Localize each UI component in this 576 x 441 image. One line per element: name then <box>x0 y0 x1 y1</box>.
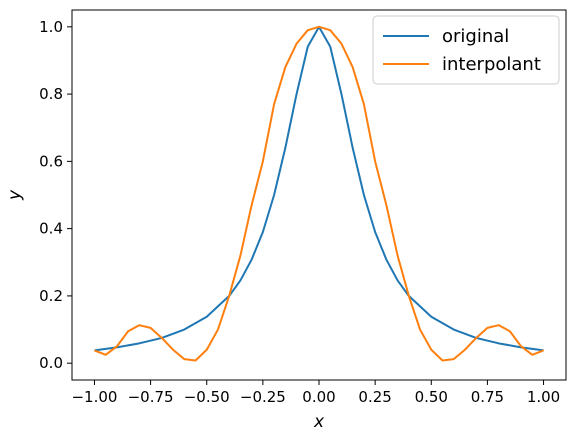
y-tick-label: 0.0 <box>39 354 63 372</box>
legend-box <box>372 15 560 85</box>
y-tick-label: 0.8 <box>39 85 63 103</box>
y-tick-label: 0.6 <box>39 152 63 170</box>
plot-area <box>94 25 544 362</box>
x-tick-label: −0.50 <box>184 388 230 406</box>
x-tick-label: 0.00 <box>302 388 335 406</box>
x-tick-label: −0.75 <box>128 388 174 406</box>
x-axis: −1.00 −0.75 −0.50 −0.25 0.00 0.25 0.50 0.75 1.00 <box>71 380 560 406</box>
series-line-interpolant <box>94 25 544 362</box>
legend: original interpolant <box>372 15 560 85</box>
x-tick-label: 1.00 <box>527 388 560 406</box>
x-axis-label: x <box>313 412 325 432</box>
y-axis-label: y <box>5 189 25 201</box>
y-tick-label: 1.0 <box>39 18 63 36</box>
x-tick-label: 0.75 <box>471 388 504 406</box>
x-tick-label: −1.00 <box>71 388 117 406</box>
y-tick-label: 0.4 <box>39 220 63 238</box>
y-axis: 0.0 0.2 0.4 0.6 0.8 1.0 <box>39 18 72 372</box>
x-tick-label: −0.25 <box>240 388 286 406</box>
x-tick-label: 0.50 <box>415 388 448 406</box>
legend-label-original: original <box>442 26 509 47</box>
x-tick-label: 0.25 <box>358 388 391 406</box>
y-tick-label: 0.2 <box>39 287 63 305</box>
legend-label-interpolant: interpolant <box>442 54 541 75</box>
